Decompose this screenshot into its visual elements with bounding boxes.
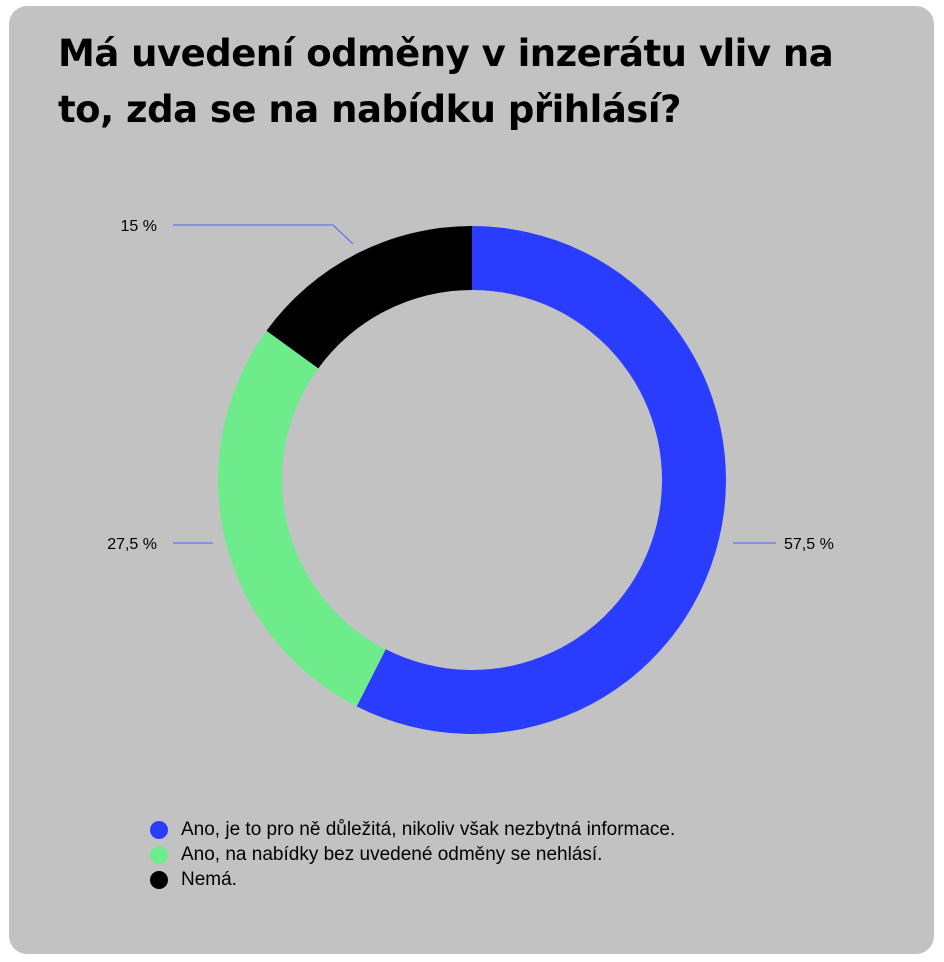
legend-swatch-icon [150, 820, 168, 839]
legend-item-2: Ano, na nabídky bez uvedené odměny se ne… [150, 842, 675, 867]
slice-value-label-2: 27,5 % [107, 536, 157, 553]
slice-labels: 57,5 % 27,5 % 15 % [107, 218, 834, 553]
donut-slice-ano-je-to-pro-ne-dulezita-niko [356, 226, 726, 734]
donut-slices [217, 226, 726, 734]
legend-swatch-icon [150, 845, 168, 864]
legend-item-3: Nemá. [150, 867, 675, 892]
legend: Ano, je to pro ně důležitá, nikoliv však… [150, 817, 675, 892]
legend-label: Ano, na nabídky bez uvedené odměny se ne… [181, 844, 603, 865]
donut-slice-ano-na-nabidky-bez-uvedene-odm [217, 330, 386, 707]
legend-label: Ano, je to pro ně důležitá, nikoliv však… [181, 819, 676, 840]
chart-card [9, 6, 934, 954]
slice-value-label-3: 15 % [121, 218, 157, 235]
legend-swatch-icon [150, 870, 168, 889]
chart-title: Má uvedení odměny v inzerátu vliv na to,… [58, 32, 834, 131]
legend-label: Nemá. [181, 869, 237, 890]
leader-line-3 [173, 224, 354, 245]
legend-item-1: Ano, je to pro ně důležitá, nikoliv však… [150, 817, 675, 842]
slice-value-label-1: 57,5 % [784, 536, 834, 553]
leader-lines [173, 224, 776, 544]
donut-slice-nema [266, 226, 472, 369]
